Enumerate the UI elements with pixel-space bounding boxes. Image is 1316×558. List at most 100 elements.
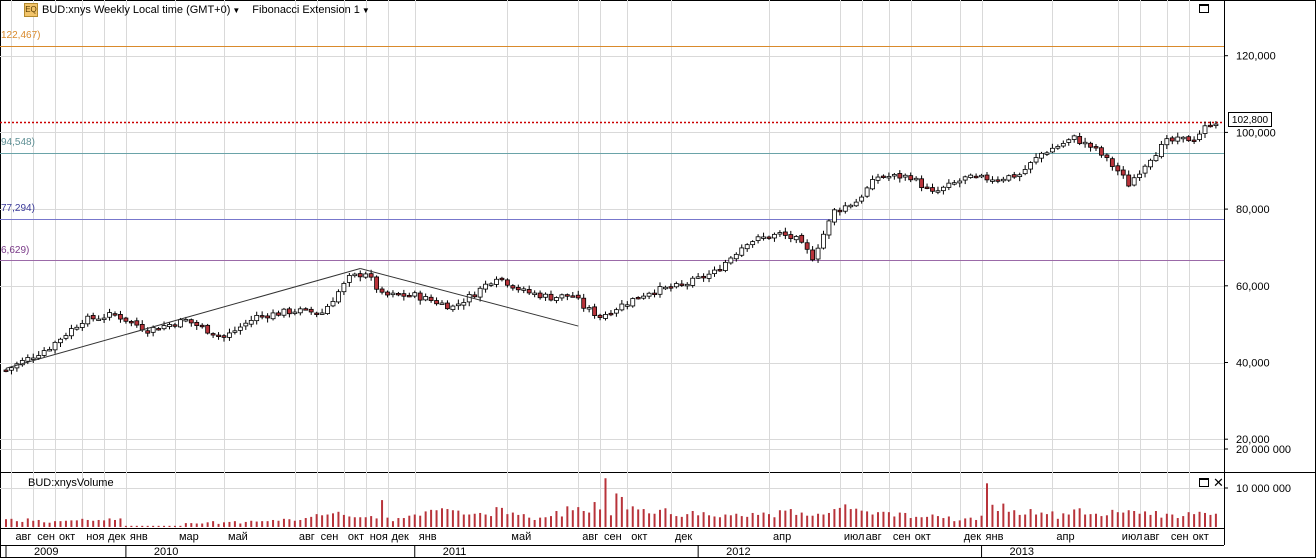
candle-body [1044, 152, 1050, 155]
candle-body [723, 261, 728, 271]
candle-body [1126, 174, 1132, 187]
candle-body [663, 286, 668, 290]
candle-body [205, 324, 211, 334]
candle-body [870, 179, 875, 190]
month-label: сен [1171, 531, 1189, 543]
candle-body [946, 182, 952, 188]
fib-label-3[interactable]: 77,294) [1, 203, 35, 214]
candle-body [777, 232, 783, 235]
fibonacci-trend-line[interactable] [5, 268, 361, 369]
candle-body [782, 231, 788, 236]
candle-body [1137, 173, 1142, 178]
candle-body [1099, 147, 1104, 156]
candle-body [368, 273, 374, 278]
candle-body [156, 328, 162, 331]
maximize-price-panel-icon[interactable] [1199, 4, 1209, 13]
candle-body [1120, 169, 1126, 176]
candle-body [875, 176, 881, 181]
volume-tick-label: 10 000 000 [1236, 483, 1291, 495]
candle-body [172, 324, 178, 327]
month-label: окт [915, 531, 931, 543]
candle-body [586, 307, 592, 310]
candle-body [90, 315, 96, 320]
symbol-title[interactable]: BUD:xnys Weekly Local time (GMT+0) [42, 4, 231, 16]
month-label: дек [964, 531, 982, 543]
year-label: 2009 [34, 546, 58, 558]
indicator-dropdown-icon[interactable]: ▼ [361, 5, 370, 15]
candle-body [145, 330, 151, 334]
candle-body [199, 324, 205, 328]
symbol-dropdown-icon[interactable]: ▼ [232, 5, 241, 15]
candle-body [913, 177, 919, 181]
candle-body [504, 279, 510, 286]
equity-icon[interactable]: EQ [24, 3, 38, 17]
maximize-volume-panel-icon[interactable] [1199, 478, 1209, 487]
candle-body [815, 247, 821, 260]
candle-body [439, 302, 445, 305]
month-label: авг [1144, 531, 1160, 543]
candle-body [319, 312, 325, 315]
price-tick-label: 40,000 [1236, 358, 1270, 370]
indicator-title[interactable]: Fibonacci Extension 1 [252, 4, 360, 16]
candle-body [58, 338, 63, 344]
price-tick-label: 80,000 [1236, 204, 1270, 216]
candle-body [614, 309, 619, 314]
candle-body [1017, 174, 1023, 178]
candle-body [930, 187, 935, 192]
candle-body [118, 314, 123, 320]
candle-body [864, 187, 870, 197]
candle-body [1164, 138, 1170, 146]
month-label: авг [866, 531, 882, 543]
month-label: апр [773, 531, 791, 543]
candle-body [832, 209, 837, 223]
candle-body [788, 234, 794, 239]
month-label: июл [844, 531, 865, 543]
candle-body [85, 315, 91, 325]
candle-body [935, 190, 941, 193]
candle-body [559, 294, 565, 299]
candle-body [254, 315, 260, 322]
candle-body [183, 319, 189, 322]
candle-body [581, 297, 587, 309]
month-label: ноя [86, 531, 104, 543]
candle-body [412, 292, 418, 297]
candle-body [853, 201, 859, 207]
candle-body [25, 357, 31, 362]
last-price-marker: 102,800 [1228, 112, 1272, 127]
candle-body [286, 308, 292, 315]
candle-body [902, 174, 908, 178]
candle-body [701, 275, 706, 279]
candle-body [270, 312, 276, 320]
candle-body [690, 277, 696, 286]
candle-body [1011, 174, 1017, 178]
candle-body [265, 315, 271, 319]
fibonacci-trend-line[interactable] [360, 268, 579, 327]
close-volume-panel-icon[interactable]: ✕ [1213, 475, 1224, 490]
candle-body [406, 294, 412, 298]
candle-body [755, 236, 761, 241]
candle-body [712, 269, 717, 275]
candle-body [3, 369, 9, 372]
candle-body [1202, 125, 1208, 134]
candle-body [1055, 145, 1061, 149]
candle-body [237, 326, 243, 331]
candle-body [390, 292, 396, 296]
candle-body [766, 236, 772, 239]
candle-body [837, 209, 843, 213]
candle-body [445, 302, 450, 310]
candle-body [1197, 133, 1202, 140]
candle-body [1066, 139, 1072, 143]
price-tick-label: 20,000 [1236, 434, 1270, 446]
month-label: сен [604, 531, 622, 543]
candle-body [548, 293, 554, 301]
candle-body [810, 249, 815, 261]
candle-body [1082, 141, 1088, 145]
candle-body [744, 244, 750, 250]
fib-label-4[interactable]: 6,629) [1, 245, 30, 256]
candle-body [330, 301, 336, 307]
candle-body [336, 291, 341, 303]
fib-label-2[interactable]: 94,548) [1, 137, 35, 148]
candle-body [128, 321, 134, 324]
fib-label-1[interactable]: 122,467) [1, 30, 41, 41]
